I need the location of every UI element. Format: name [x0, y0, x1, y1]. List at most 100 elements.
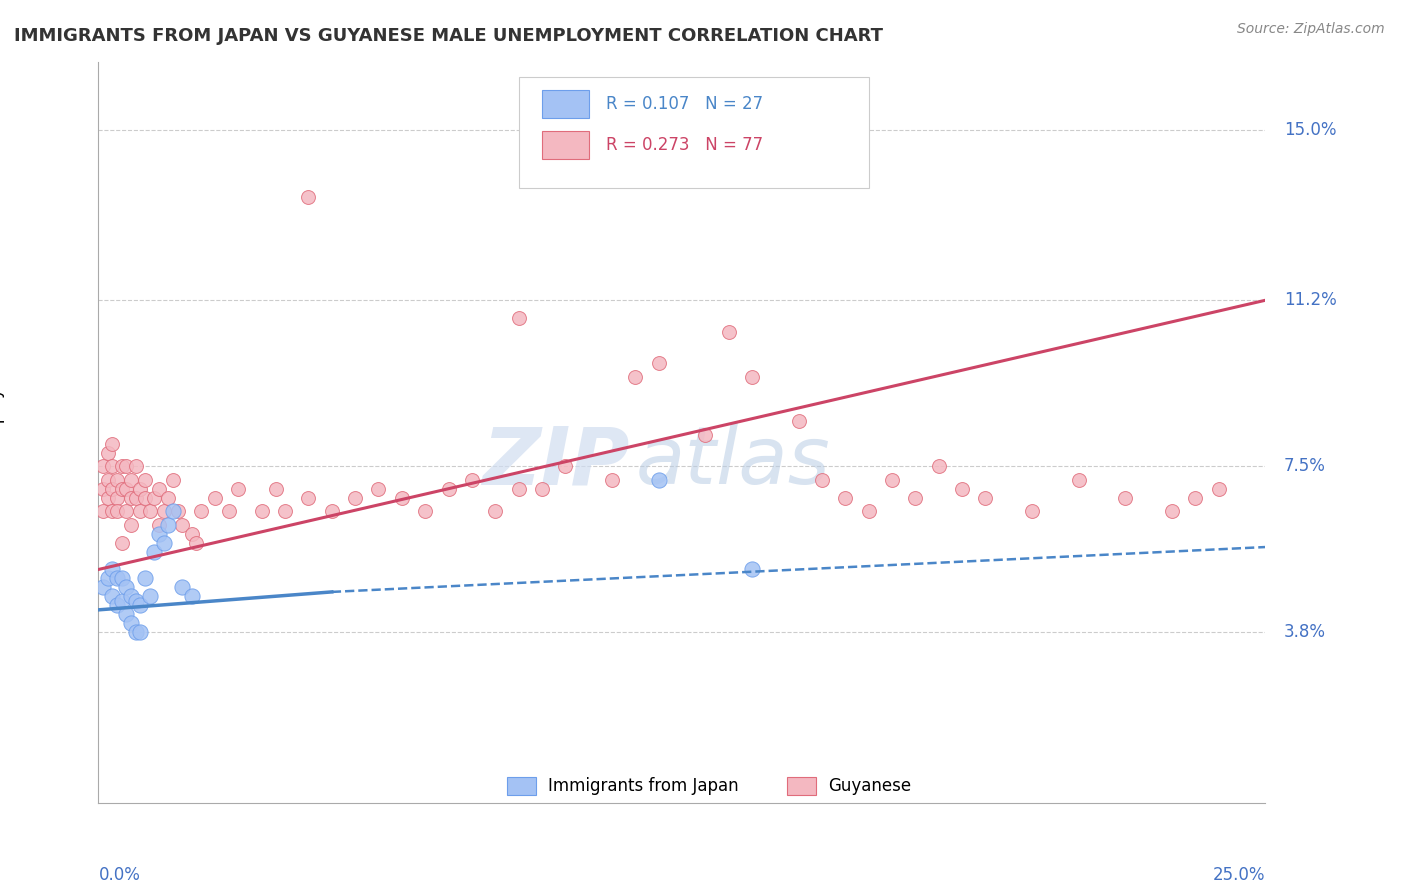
Point	[120, 473, 142, 487]
Point	[91, 504, 114, 518]
FancyBboxPatch shape	[787, 777, 815, 796]
Text: 15.0%: 15.0%	[1284, 120, 1337, 139]
Point	[143, 491, 166, 505]
Point	[97, 491, 120, 505]
Point	[105, 571, 128, 585]
Point	[858, 504, 880, 518]
Point	[834, 491, 856, 505]
Text: 3.8%: 3.8%	[1284, 624, 1326, 641]
Point	[180, 590, 202, 604]
Point	[1067, 473, 1090, 487]
Point	[1208, 482, 1230, 496]
Point	[125, 459, 148, 474]
Point	[1161, 504, 1184, 518]
Point	[91, 482, 114, 496]
Point	[974, 491, 997, 505]
Point	[172, 581, 194, 595]
Point	[204, 491, 226, 505]
Point	[97, 446, 120, 460]
Point	[413, 504, 436, 518]
Point	[367, 482, 389, 496]
Point	[111, 594, 134, 608]
Point	[741, 369, 763, 384]
Point	[880, 473, 903, 487]
Point	[741, 562, 763, 576]
Point	[115, 504, 138, 518]
Point	[120, 491, 142, 505]
Text: 11.2%: 11.2%	[1284, 292, 1337, 310]
Text: 25.0%: 25.0%	[1213, 865, 1265, 884]
Point	[647, 356, 669, 370]
Point	[508, 311, 530, 326]
Point	[101, 482, 124, 496]
FancyBboxPatch shape	[508, 777, 536, 796]
Point	[172, 517, 194, 532]
FancyBboxPatch shape	[541, 90, 589, 118]
Point	[717, 325, 740, 339]
Point	[105, 599, 128, 613]
Point	[148, 526, 170, 541]
Point	[647, 473, 669, 487]
Point	[344, 491, 367, 505]
Point	[274, 504, 297, 518]
Point	[1114, 491, 1136, 505]
Point	[111, 482, 134, 496]
Point	[437, 482, 460, 496]
Point	[228, 482, 250, 496]
Point	[115, 459, 138, 474]
Text: R = 0.273   N = 77: R = 0.273 N = 77	[606, 136, 763, 153]
Point	[125, 625, 148, 640]
Text: ZIP: ZIP	[482, 423, 630, 501]
Point	[129, 482, 152, 496]
Text: 0.0%: 0.0%	[98, 865, 141, 884]
Point	[1184, 491, 1206, 505]
Point	[152, 535, 174, 549]
Point	[139, 590, 162, 604]
Point	[115, 607, 138, 622]
Text: Guyanese: Guyanese	[828, 777, 911, 795]
Point	[111, 535, 134, 549]
Point	[950, 482, 973, 496]
Point	[162, 504, 184, 518]
Point	[115, 482, 138, 496]
Point	[148, 482, 170, 496]
Text: Immigrants from Japan: Immigrants from Japan	[548, 777, 738, 795]
FancyBboxPatch shape	[541, 130, 589, 159]
Point	[129, 599, 152, 613]
Point	[1021, 504, 1043, 518]
Point	[105, 504, 128, 518]
Point	[139, 504, 162, 518]
Point	[143, 544, 166, 558]
Point	[148, 517, 170, 532]
Point	[115, 581, 138, 595]
Point	[111, 571, 134, 585]
Point	[530, 482, 553, 496]
Point	[134, 491, 156, 505]
Point	[554, 459, 576, 474]
Point	[162, 473, 184, 487]
Text: 7.5%: 7.5%	[1284, 458, 1326, 475]
Text: Source: ZipAtlas.com: Source: ZipAtlas.com	[1237, 22, 1385, 37]
Point	[787, 414, 810, 428]
Point	[250, 504, 273, 518]
Point	[134, 571, 156, 585]
Point	[101, 437, 124, 451]
Point	[928, 459, 950, 474]
Point	[811, 473, 834, 487]
Point	[508, 482, 530, 496]
Point	[157, 491, 180, 505]
Point	[180, 526, 202, 541]
Text: IMMIGRANTS FROM JAPAN VS GUYANESE MALE UNEMPLOYMENT CORRELATION CHART: IMMIGRANTS FROM JAPAN VS GUYANESE MALE U…	[14, 27, 883, 45]
Point	[120, 590, 142, 604]
Point	[297, 190, 319, 204]
Text: Male Unemployment: Male Unemployment	[0, 344, 4, 516]
Point	[101, 459, 124, 474]
Point	[91, 459, 114, 474]
Point	[190, 504, 212, 518]
Point	[125, 491, 148, 505]
Point	[101, 562, 124, 576]
Point	[695, 428, 717, 442]
Point	[484, 504, 506, 518]
Point	[120, 517, 142, 532]
Point	[134, 473, 156, 487]
